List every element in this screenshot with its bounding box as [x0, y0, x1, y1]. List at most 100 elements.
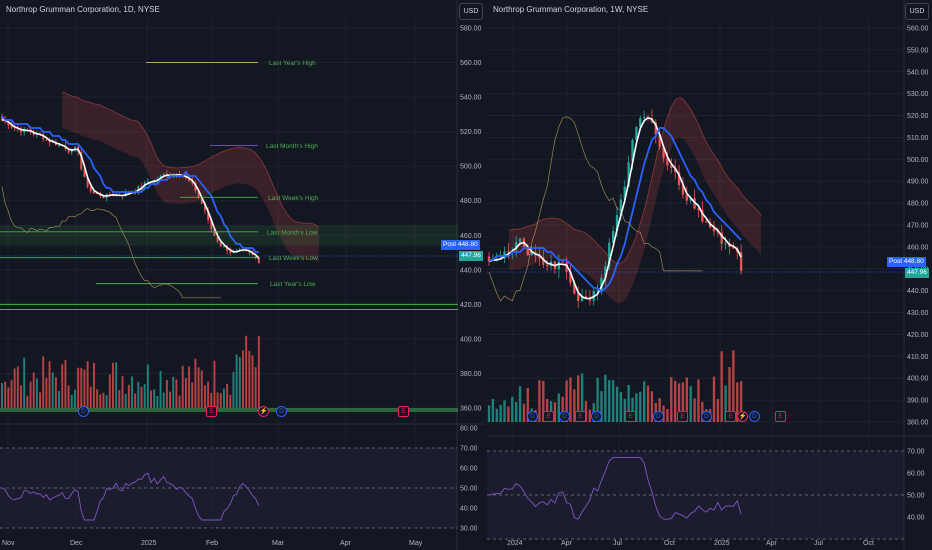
- left-level-label: Last Month's High: [266, 143, 318, 150]
- left-volume-bar: [235, 354, 238, 408]
- right-volume-bar: [546, 398, 549, 422]
- left-volume-bar: [86, 361, 89, 408]
- earnings-event-marker[interactable]: E: [206, 406, 217, 417]
- left-chart-canvas[interactable]: 580.00 560.00 540.00 520.00 500.00 480.00 460.…: [0, 0, 485, 550]
- right-volume-bar: [600, 391, 603, 422]
- left-candle-body: [207, 210, 210, 220]
- split-event-marker[interactable]: ⚡: [258, 406, 269, 417]
- right-candle-body: [542, 258, 545, 265]
- left-volume-bar: [191, 382, 194, 408]
- left-volume-bar: [26, 395, 29, 408]
- right-chart-canvas[interactable]: 560.00 550.00 540.00 530.00 520.00 510.00 500.…: [487, 0, 932, 550]
- left-volume-bar: [210, 392, 213, 408]
- right-candle-body: [689, 198, 692, 201]
- left-price-tick: 380.00: [460, 371, 482, 378]
- left-volume-bar: [169, 391, 171, 408]
- right-volume-bar: [685, 377, 688, 422]
- dividend-event-marker[interactable]: D: [559, 411, 570, 422]
- right-time-tick: Apr: [561, 540, 573, 547]
- right-volume-bar: [650, 391, 654, 422]
- right-volume-bar: [553, 402, 557, 422]
- right-candle-body: [507, 251, 510, 253]
- right-last-price: 447.96: [905, 268, 929, 278]
- right-volume-bar: [557, 393, 560, 422]
- left-candle-body: [89, 186, 92, 192]
- left-candle-body: [213, 229, 216, 236]
- right-ichimoku-cloud: [509, 97, 762, 304]
- left-volume-bar: [140, 386, 143, 408]
- right-candle-body: [487, 256, 491, 261]
- earnings-event-marker[interactable]: E: [575, 411, 586, 422]
- right-candle-body: [573, 282, 576, 294]
- right-volume-bar: [739, 381, 743, 422]
- left-volume-bar: [131, 376, 133, 408]
- left-volume-bar: [45, 377, 48, 408]
- right-currency-button[interactable]: USD: [905, 3, 929, 20]
- right-price-tick: 500.00: [907, 157, 929, 164]
- right-white-ma-line: [488, 116, 742, 300]
- right-volume-bar: [646, 385, 650, 422]
- left-currency-button[interactable]: USD: [459, 3, 483, 20]
- right-chart-pane[interactable]: 560.00 550.00 540.00 530.00 520.00 510.00 500.…: [487, 0, 932, 550]
- dividend-event-marker[interactable]: D: [527, 411, 538, 422]
- left-volume-bar: [200, 370, 203, 408]
- earnings-event-marker[interactable]: E: [543, 411, 554, 422]
- left-cloud-edge: [61, 91, 320, 228]
- dividend-event-marker[interactable]: D: [591, 411, 602, 422]
- left-price-tick: 440.00: [460, 267, 482, 274]
- right-volume-bar: [514, 402, 518, 422]
- left-volume-bar: [257, 336, 260, 408]
- left-volume-bar: [89, 386, 92, 408]
- left-price-tick: 360.00: [460, 406, 482, 413]
- right-candle-body: [720, 232, 723, 244]
- earnings-event-marker[interactable]: E: [677, 411, 688, 422]
- right-volume-bar: [666, 408, 669, 422]
- right-candle-body: [538, 255, 541, 259]
- earnings-event-marker[interactable]: E: [398, 406, 409, 417]
- left-volume-bar: [1, 383, 3, 408]
- right-candle-body: [712, 227, 716, 232]
- right-candle-body: [526, 246, 529, 256]
- dividend-event-marker[interactable]: D: [749, 411, 760, 422]
- right-volume-bar: [526, 387, 529, 422]
- split-event-marker[interactable]: ⚡: [737, 411, 748, 422]
- right-volume-bar: [732, 350, 735, 422]
- right-volume-bar: [642, 381, 646, 422]
- right-candle-body: [518, 238, 522, 243]
- left-rsi-tick: 50.00: [460, 486, 478, 493]
- left-rsi-tick: 30.00: [460, 526, 478, 533]
- left-chart-pane[interactable]: 580.00 560.00 540.00 520.00 500.00 480.00 460.…: [0, 0, 485, 550]
- right-volume-bar: [724, 385, 727, 422]
- dividend-event-marker[interactable]: D: [78, 406, 89, 417]
- left-candle-body: [203, 203, 206, 211]
- left-price-tick: 580.00: [460, 26, 482, 33]
- left-candle-body: [93, 191, 95, 194]
- left-candle-body: [96, 193, 99, 195]
- earnings-event-marker[interactable]: E: [625, 411, 636, 422]
- left-price-tick: 400.00: [460, 336, 482, 343]
- left-price-tick: 420.00: [460, 302, 482, 309]
- left-candle-body: [58, 144, 61, 146]
- dividend-event-marker[interactable]: D: [701, 411, 712, 422]
- right-volume-bar: [542, 381, 545, 422]
- left-volume-bar: [242, 350, 244, 408]
- left-volume-bar: [108, 374, 111, 408]
- right-volume-bar: [577, 375, 580, 422]
- right-volume-bar: [499, 404, 502, 422]
- earnings-event-marker[interactable]: E: [725, 411, 736, 422]
- left-candle-body: [140, 186, 143, 188]
- left-volume-bar: [51, 372, 54, 408]
- left-candle-body: [108, 193, 111, 195]
- right-price-tick: 490.00: [907, 179, 929, 186]
- dividend-event-marker[interactable]: D: [276, 406, 287, 417]
- earnings-event-marker[interactable]: E: [775, 411, 786, 422]
- left-volume-bar: [112, 362, 114, 408]
- left-price-tick: 560.00: [460, 60, 482, 67]
- right-volume-bar: [511, 396, 514, 422]
- left-volume-bar: [146, 364, 149, 408]
- dividend-event-marker[interactable]: D: [653, 411, 664, 422]
- right-candle-body: [619, 199, 623, 216]
- right-volume-bar: [697, 379, 700, 422]
- right-volume-bar: [736, 382, 739, 422]
- left-candle-body: [200, 197, 203, 204]
